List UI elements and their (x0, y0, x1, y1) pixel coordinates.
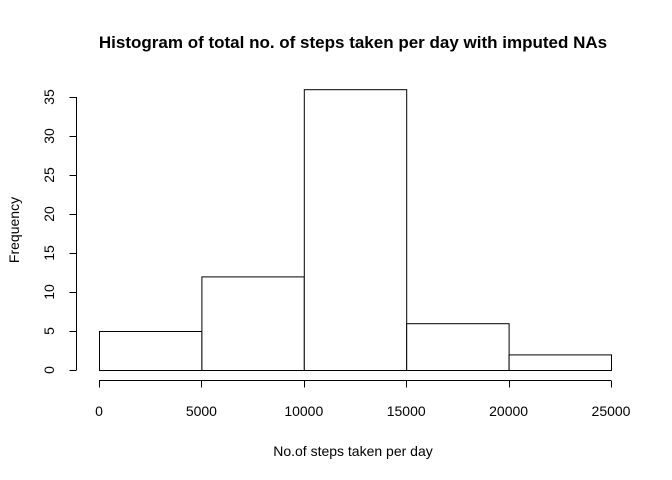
y-tick-label-7: 35 (41, 89, 57, 105)
histogram-bar-4 (508, 354, 613, 371)
x-tick-label-0: 0 (95, 403, 103, 419)
y-tick-label-4: 20 (41, 206, 57, 222)
y-axis-label: Frequency (6, 197, 22, 263)
histogram-bar-3 (406, 323, 510, 372)
y-tick-label-5: 25 (41, 167, 57, 183)
x-axis: 0 5000 10000 15000 20000 25000 (95, 380, 631, 419)
bars-group (99, 89, 613, 372)
x-tick-label-4: 20000 (489, 403, 528, 419)
y-tick-label-2: 10 (41, 284, 57, 300)
histogram-bar-1 (201, 276, 305, 371)
x-axis-label: No.of steps taken per day (273, 443, 433, 459)
y-tick-label-1: 5 (41, 327, 57, 335)
y-tick-label-6: 30 (41, 128, 57, 144)
histogram-bar-0 (99, 331, 203, 371)
y-tick-label-3: 15 (41, 245, 57, 261)
histogram-bar-2 (303, 89, 408, 371)
x-tick-label-1: 5000 (186, 403, 217, 419)
x-tick-label-2: 10000 (284, 403, 323, 419)
y-tick-label-0: 0 (41, 366, 57, 374)
chart-title: Histogram of total no. of steps taken pe… (99, 33, 607, 52)
y-axis: 0 5 10 15 20 25 30 35 (41, 89, 77, 374)
x-tick-label-3: 15000 (387, 403, 426, 419)
x-tick-label-5: 25000 (592, 403, 631, 419)
